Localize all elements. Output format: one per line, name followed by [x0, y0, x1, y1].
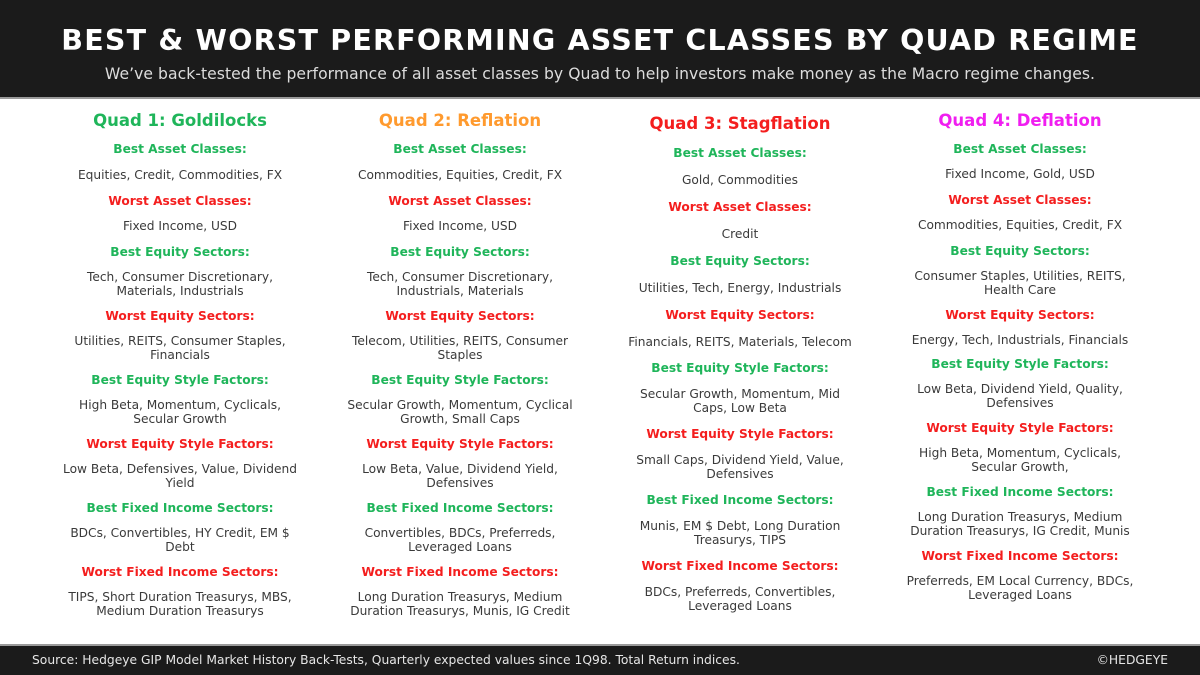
section-value: Low Beta, Dividend Yield, Quality, Defen…: [917, 382, 1123, 410]
section-value: Fixed Income, USD: [402, 219, 518, 233]
section-label: Worst Equity Sectors:: [945, 308, 1095, 322]
section-label: Worst Equity Style Factors:: [926, 421, 1114, 435]
quad-title: Quad 3: Stagflation: [649, 114, 831, 133]
page-subtitle: We’ve back-tested the performance of all…: [104, 65, 1096, 83]
section-value: High Beta, Momentum, Cyclicals, Secular …: [79, 398, 281, 426]
section-label: Worst Asset Classes:: [388, 194, 532, 208]
section-label: Worst Asset Classes:: [668, 200, 812, 214]
section-value: Equities, Credit, Commodities, FX: [77, 168, 283, 182]
section-label: Worst Equity Sectors:: [105, 309, 255, 323]
section-value: Gold, Commodities: [681, 173, 799, 187]
quad-title: Quad 2: Reflation: [378, 111, 542, 130]
section-value: Preferreds, EM Local Currency, BDCs, Lev…: [906, 574, 1134, 602]
section-label: Worst Fixed Income Sectors:: [361, 565, 559, 579]
section-value: Secular Growth, Momentum, Mid Caps, Low …: [639, 387, 841, 415]
section-label: Worst Equity Style Factors:: [86, 437, 274, 451]
section-label: Worst Equity Style Factors:: [366, 437, 554, 451]
section-label: Worst Fixed Income Sectors:: [921, 549, 1119, 563]
section-value: Low Beta, Value, Dividend Yield, Defensi…: [362, 462, 558, 490]
quad-title: Quad 4: Deflation: [938, 111, 1102, 130]
section-value: BDCs, Preferreds, Convertibles, Leverage…: [644, 585, 836, 613]
section-value: Utilities, REITS, Consumer Staples, Fina…: [74, 334, 286, 362]
section-label: Best Equity Sectors:: [670, 254, 810, 268]
section-label: Best Fixed Income Sectors:: [366, 501, 554, 515]
section-value: High Beta, Momentum, Cyclicals, Secular …: [919, 446, 1121, 474]
section-value: Long Duration Treasurys, Medium Duration…: [910, 510, 1130, 538]
section-value: Small Caps, Dividend Yield, Value, Defen…: [636, 453, 844, 481]
section-label: Best Equity Sectors:: [110, 245, 250, 259]
section-value: Convertibles, BDCs, Preferreds, Leverage…: [364, 526, 556, 554]
section-label: Worst Fixed Income Sectors:: [81, 565, 279, 579]
quad-1-column: Quad 1: Goldilocks Best Asset Classes: E…: [40, 101, 320, 618]
header-banner: BEST & WORST PERFORMING ASSET CLASSES BY…: [0, 0, 1200, 99]
section-label: Worst Equity Sectors:: [385, 309, 535, 323]
section-label: Worst Asset Classes:: [108, 194, 252, 208]
quad-2-column: Quad 2: Reflation Best Asset Classes: Co…: [330, 101, 590, 618]
section-label: Best Equity Sectors:: [390, 245, 530, 259]
section-label: Best Equity Style Factors:: [651, 361, 829, 375]
section-value: Commodities, Equities, Credit, FX: [917, 218, 1123, 232]
source-note: Source: Hedgeye GIP Model Market History…: [32, 653, 740, 667]
section-value: Commodities, Equities, Credit, FX: [357, 168, 563, 182]
footer-bar: Source: Hedgeye GIP Model Market History…: [0, 644, 1200, 675]
page-title: BEST & WORST PERFORMING ASSET CLASSES BY…: [61, 24, 1139, 57]
section-value: Fixed Income, Gold, USD: [945, 167, 1095, 181]
section-label: Best Fixed Income Sectors:: [926, 485, 1114, 499]
section-label: Best Equity Style Factors:: [371, 373, 549, 387]
section-value: Munis, EM $ Debt, Long Duration Treasury…: [639, 519, 841, 547]
section-label: Best Equity Style Factors:: [931, 357, 1109, 371]
section-value: Consumer Staples, Utilities, REITS, Heal…: [914, 269, 1126, 297]
section-value: Financials, REITS, Materials, Telecom: [628, 335, 852, 349]
section-value: Credit: [721, 227, 759, 241]
section-value: Telecom, Utilities, REITS, Consumer Stap…: [352, 334, 568, 362]
quad-grid: Quad 1: Goldilocks Best Asset Classes: E…: [0, 101, 1200, 643]
section-value: Tech, Consumer Discretionary, Materials,…: [86, 270, 274, 298]
section-label: Worst Equity Style Factors:: [646, 427, 834, 441]
section-value: TIPS, Short Duration Treasurys, MBS, Med…: [68, 590, 292, 618]
section-label: Best Fixed Income Sectors:: [646, 493, 834, 507]
section-label: Best Asset Classes:: [673, 146, 807, 160]
section-label: Best Equity Sectors:: [950, 244, 1090, 258]
section-label: Best Asset Classes:: [113, 142, 247, 156]
quad-4-column: Quad 4: Deflation Best Asset Classes: Fi…: [890, 101, 1150, 602]
section-value: Fixed Income, USD: [122, 219, 238, 233]
section-value: Low Beta, Defensives, Value, Dividend Yi…: [63, 462, 297, 490]
section-label: Worst Fixed Income Sectors:: [641, 559, 839, 573]
section-label: Best Asset Classes:: [953, 142, 1087, 156]
section-value: Secular Growth, Momentum, Cyclical Growt…: [347, 398, 573, 426]
section-label: Best Equity Style Factors:: [91, 373, 269, 387]
section-label: Best Fixed Income Sectors:: [86, 501, 274, 515]
section-label: Worst Asset Classes:: [948, 193, 1092, 207]
section-value: Utilities, Tech, Energy, Industrials: [638, 281, 842, 295]
quad-3-column: Quad 3: Stagflation Best Asset Classes: …: [610, 101, 870, 613]
section-label: Worst Equity Sectors:: [665, 308, 815, 322]
quad-title: Quad 1: Goldilocks: [93, 111, 267, 130]
section-value: Energy, Tech, Industrials, Financials: [911, 333, 1129, 347]
section-value: Long Duration Treasurys, Medium Duration…: [350, 590, 570, 618]
section-value: Tech, Consumer Discretionary, Industrial…: [366, 270, 554, 298]
section-label: Best Asset Classes:: [393, 142, 527, 156]
section-value: BDCs, Convertibles, HY Credit, EM $ Debt: [70, 526, 290, 554]
copyright-label: ©HEDGEYE: [1096, 653, 1168, 667]
